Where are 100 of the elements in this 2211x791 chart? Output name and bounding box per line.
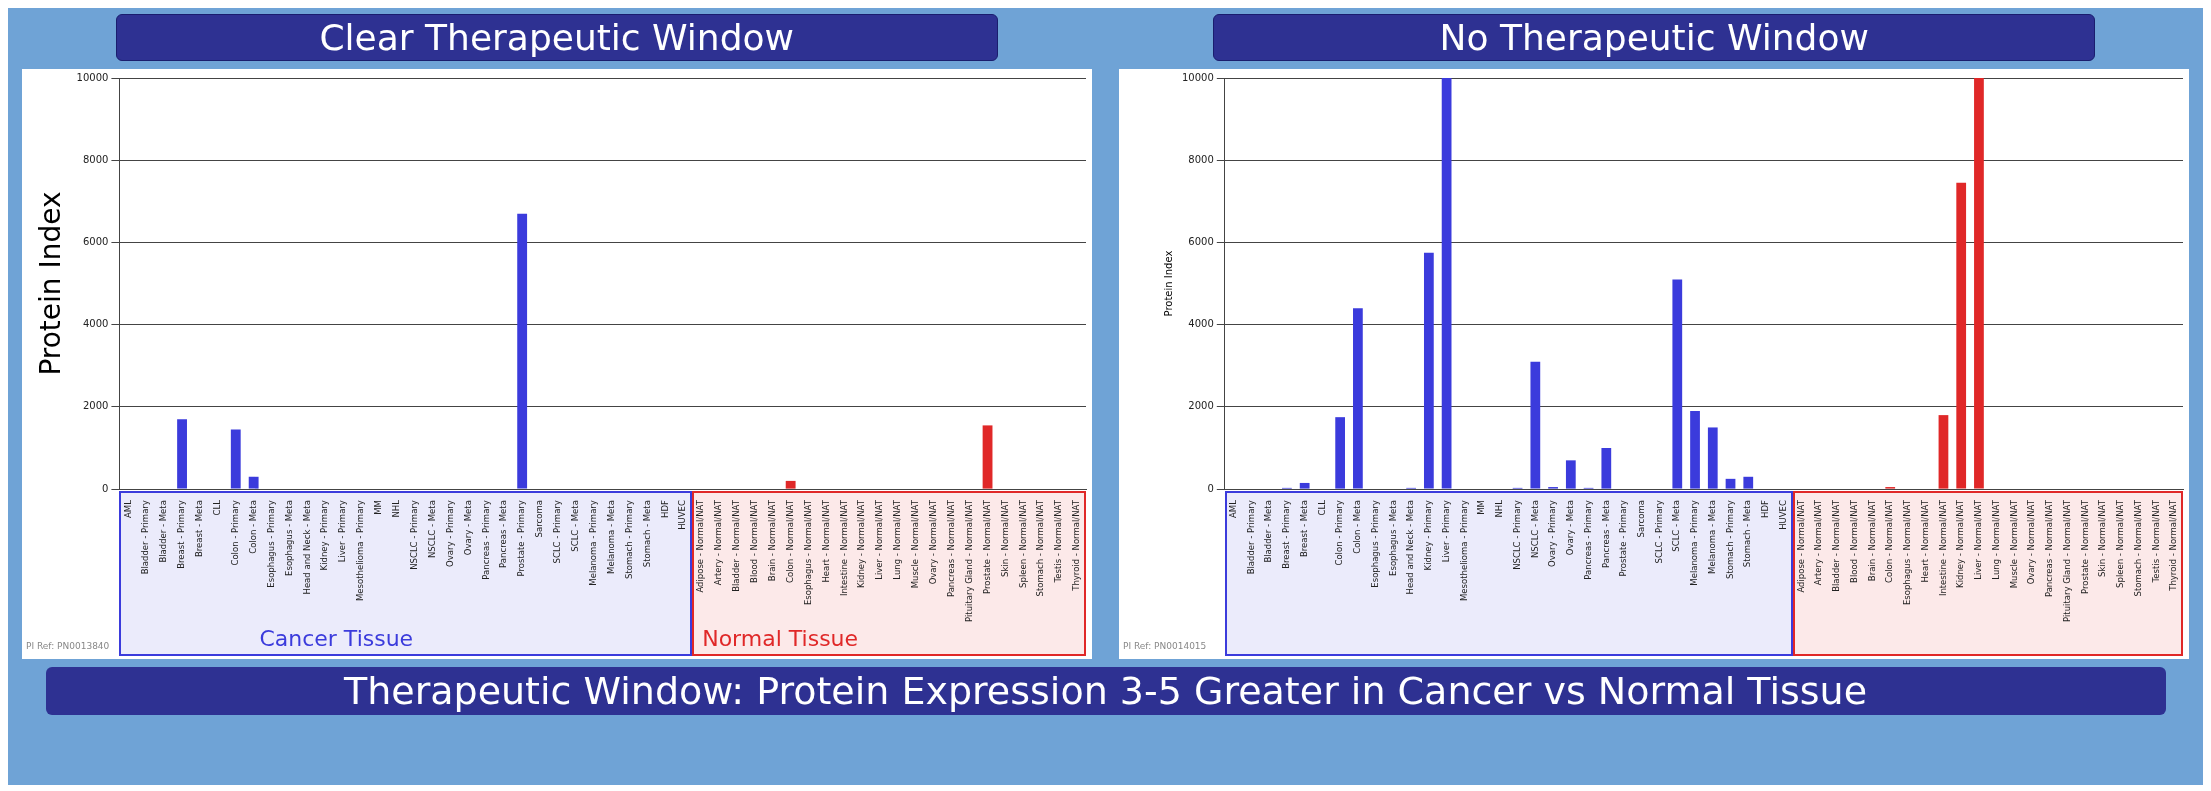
x-tick-label: Adipose - Normal/NAT — [695, 499, 706, 593]
x-tick-label: Spleen - Normal/NAT — [1017, 499, 1028, 588]
x-tick-label: Liver - Normal/NAT — [874, 499, 885, 580]
text: PI Ref: PN0013840 — [25, 640, 110, 651]
bar — [1300, 482, 1310, 489]
x-tick-label: Brain - Normal/NAT — [1866, 499, 1877, 582]
x-tick-label: Skin - Normal/NAT — [999, 499, 1010, 577]
x-tick-label: Skin - Normal/NAT — [2097, 499, 2108, 577]
x-tick-label: Bladder - Normal/NAT — [1831, 499, 1842, 592]
x-tick-label: Testis - Normal/NAT — [1053, 499, 1064, 584]
x-tick-label: CLL — [1316, 499, 1327, 516]
x-tick-label: Kidney - Normal/NAT — [856, 499, 867, 588]
x-tick-label: Bladder - Primary — [140, 500, 151, 575]
x-tick-label: Kidney - Normal/NAT — [1955, 499, 1966, 588]
text: Cancer Tissue — [259, 625, 413, 651]
x-tick-label: Ovary - Normal/NAT — [927, 499, 938, 585]
x-tick-label: Liver - Primary — [337, 500, 348, 563]
x-tick-label: Colon - Meta — [247, 500, 258, 554]
bar — [230, 429, 241, 489]
x-tick-label: Testis - Normal/NAT — [2150, 499, 2161, 584]
x-tick-label: Heart - Normal/NAT — [1920, 499, 1931, 583]
x-tick-label: Pancreas - Primary — [480, 500, 491, 580]
x-tick-label: Head and Neck - Meta — [301, 500, 312, 595]
x-tick-label: Pancreas - Primary — [1583, 500, 1594, 580]
bar — [248, 476, 259, 489]
x-tick-label: Esophagus - Normal/NAT — [802, 499, 813, 606]
x-tick-label: HUVEC — [677, 500, 688, 530]
bar — [1725, 478, 1736, 489]
bar — [1956, 182, 1967, 489]
x-tick-label: Ovary - Meta — [1565, 500, 1576, 556]
x-tick-label: Blood - Normal/NAT — [1849, 499, 1860, 583]
y-tick-label: 6000 — [1188, 236, 1215, 248]
x-tick-label: HUVEC — [1778, 500, 1789, 530]
y-tick-label: 0 — [101, 482, 109, 494]
x-tick-label: Breast - Meta — [193, 500, 204, 558]
x-tick-label: Muscle - Normal/NAT — [2008, 499, 2019, 589]
x-tick-label: Artery - Normal/NAT — [1813, 499, 1824, 586]
x-tick-label: Lung - Normal/NAT — [892, 499, 903, 580]
x-tick-label: Heart - Normal/NAT — [820, 499, 831, 583]
y-tick-label: 8000 — [82, 153, 109, 165]
y-tick-label: 2000 — [82, 400, 109, 412]
x-tick-label: Intestine - Normal/NAT — [838, 499, 849, 597]
x-tick-label: Pancreas - Normal/NAT — [2044, 499, 2055, 598]
chart-title: Clear Therapeutic Window — [115, 14, 998, 61]
y-axis-title: Protein Index — [33, 191, 67, 376]
x-tick-label: Breast - Primary — [176, 500, 187, 569]
text: Normal Tissue — [701, 625, 858, 651]
x-tick-label: Esophagus - Meta — [1387, 500, 1398, 576]
bar — [1424, 252, 1434, 489]
x-tick-label: Stomach - Normal/NAT — [2133, 499, 2144, 597]
x-tick-label: NHL — [390, 499, 401, 518]
bar — [1530, 361, 1541, 489]
x-tick-label: Prostate - Primary — [1618, 500, 1629, 577]
x-tick-label: Colon - Normal/NAT — [784, 499, 795, 584]
y-tick-label: 6000 — [82, 236, 109, 248]
bar — [1974, 78, 1985, 489]
bar — [1335, 417, 1346, 489]
x-tick-label: Colon - Primary — [1334, 500, 1345, 566]
x-tick-label: Stomach - Normal/NAT — [1035, 499, 1046, 597]
x-tick-label: Stomach - Meta — [641, 500, 652, 568]
bar — [1601, 448, 1612, 489]
x-tick-label: Melanoma - Primary — [587, 500, 598, 586]
x-tick-label: NSCLC - Meta — [426, 500, 437, 559]
x-tick-label: NSCLC - Meta — [1529, 500, 1540, 559]
x-tick-label: Head and Neck - Meta — [1405, 500, 1416, 595]
bar — [1353, 308, 1364, 489]
x-tick-label: Stomach - Primary — [1724, 500, 1735, 579]
bar — [176, 419, 187, 489]
x-tick-label: Kidney - Primary — [1423, 500, 1434, 571]
x-tick-label: Ovary - Primary — [1547, 500, 1558, 567]
text: PI Ref: PN0014015 — [1123, 640, 1207, 651]
x-tick-label: HDF — [659, 500, 670, 518]
x-tick-label: MM — [372, 500, 383, 515]
x-tick-label: Esophagus - Meta — [283, 500, 294, 576]
bar — [1672, 279, 1683, 489]
x-tick-label: MM — [1476, 500, 1487, 515]
x-tick-label: Sarcoma — [534, 500, 545, 538]
x-tick-label: Pancreas - Meta — [498, 500, 509, 568]
x-tick-label: SCLC - Meta — [1671, 500, 1682, 552]
chart-title: No Therapeutic Window — [1213, 14, 2096, 61]
x-tick-label: Sarcoma — [1636, 500, 1647, 538]
x-tick-label: Liver - Primary — [1441, 500, 1452, 563]
x-tick-label: Colon - Meta — [1352, 500, 1363, 554]
x-tick-label: Breast - Primary — [1281, 500, 1292, 569]
x-tick-label: Stomach - Meta — [1742, 500, 1753, 568]
x-tick-label: Colon - Primary — [229, 500, 240, 566]
y-tick-label: 4000 — [1188, 318, 1215, 330]
x-tick-label: SCLC - Primary — [551, 500, 562, 564]
x-tick-label: Bladder - Meta — [1263, 500, 1274, 563]
x-tick-label: Bladder - Primary — [1245, 500, 1256, 575]
y-tick-label: 2000 — [1188, 400, 1215, 412]
x-tick-label: Prostate - Normal/NAT — [2079, 499, 2090, 594]
x-tick-label: Thyroid - Normal/NAT — [1071, 499, 1081, 592]
bar — [1708, 427, 1718, 489]
x-tick-label: Brain - Normal/NAT — [766, 499, 777, 582]
x-tick-label: Pancreas - Normal/NAT — [945, 499, 956, 598]
bar — [1441, 78, 1452, 489]
bar — [982, 425, 993, 489]
y-tick-label: 8000 — [1188, 153, 1215, 165]
x-tick-label: NSCLC - Primary — [408, 500, 419, 570]
